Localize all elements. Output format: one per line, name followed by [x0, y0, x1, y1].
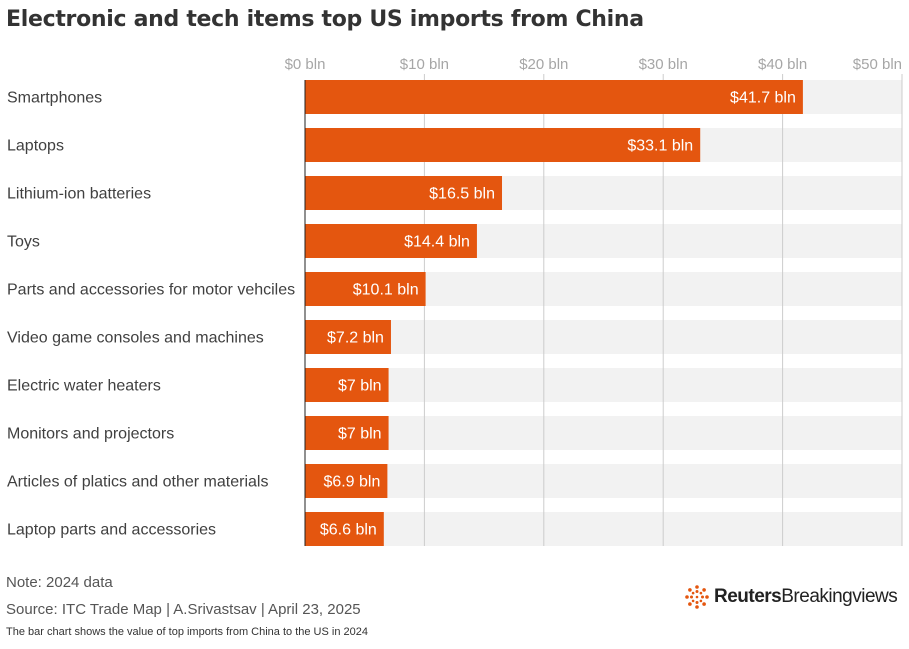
- chart-note: Note: 2024 data: [6, 574, 113, 591]
- category-label: Parts and accessories for motor vehciles: [7, 282, 295, 299]
- value-label: $16.5 bln: [429, 186, 495, 203]
- bar: [305, 512, 384, 546]
- bar: [305, 416, 389, 450]
- value-label: $33.1 bln: [627, 138, 693, 155]
- category-label: Electric water heaters: [7, 378, 161, 395]
- x-tick-label: $20 bln: [519, 56, 568, 73]
- bar: [305, 128, 701, 162]
- bar: [305, 224, 477, 258]
- bar: [305, 176, 503, 210]
- x-tick-label: $40 bln: [758, 56, 807, 73]
- x-tick-label: $0 bln: [285, 56, 326, 73]
- bar: [305, 272, 426, 306]
- reuters-dots-icon: [685, 585, 709, 609]
- value-label: $41.7 bln: [730, 90, 796, 107]
- x-tick-label: $30 bln: [639, 56, 688, 73]
- bar-track: [305, 464, 902, 498]
- category-label: Toys: [7, 234, 40, 251]
- bar-track: [305, 320, 902, 354]
- value-label: $7 bln: [338, 378, 382, 395]
- bar-chart: $0 bln $10 bln $20 bln $30 bln $40 bln $50 bl…: [7, 56, 903, 546]
- value-label: $6.9 bln: [323, 474, 380, 491]
- value-label: $10.1 bln: [353, 282, 419, 299]
- category-label: Laptops: [7, 138, 64, 155]
- bar: [305, 320, 391, 354]
- category-label: Smartphones: [7, 90, 102, 107]
- chart-description: The bar chart shows the value of top imp…: [6, 626, 368, 638]
- bar: [305, 368, 389, 402]
- chart-source: Source: ITC Trade Map | A.Srivastsav | A…: [6, 601, 361, 618]
- value-label: $6.6 bln: [320, 522, 377, 539]
- x-tick-label: $50 bln: [853, 56, 902, 73]
- category-label: Laptop parts and accessories: [7, 522, 216, 539]
- bar-track: [305, 512, 902, 546]
- category-label: Articles of platics and other materials: [7, 474, 268, 491]
- x-tick-label: $10 bln: [400, 56, 449, 73]
- value-label: $14.4 bln: [404, 234, 470, 251]
- bar: [305, 464, 388, 498]
- category-label: Monitors and projectors: [7, 426, 174, 443]
- reuters-breakingviews-logo: Reuters Breakingviews: [684, 583, 898, 611]
- logo-brand: Reuters: [714, 586, 782, 607]
- category-label: Lithium-ion batteries: [7, 186, 151, 203]
- bar-track: [305, 416, 902, 450]
- bar-track: [305, 368, 902, 402]
- chart-title: Electronic and tech items top US imports…: [6, 7, 644, 32]
- logo-product: Breakingviews: [781, 586, 898, 607]
- category-label: Video game consoles and machines: [7, 330, 264, 347]
- value-label: $7.2 bln: [327, 330, 384, 347]
- value-label: $7 bln: [338, 426, 382, 443]
- bar: [305, 80, 803, 114]
